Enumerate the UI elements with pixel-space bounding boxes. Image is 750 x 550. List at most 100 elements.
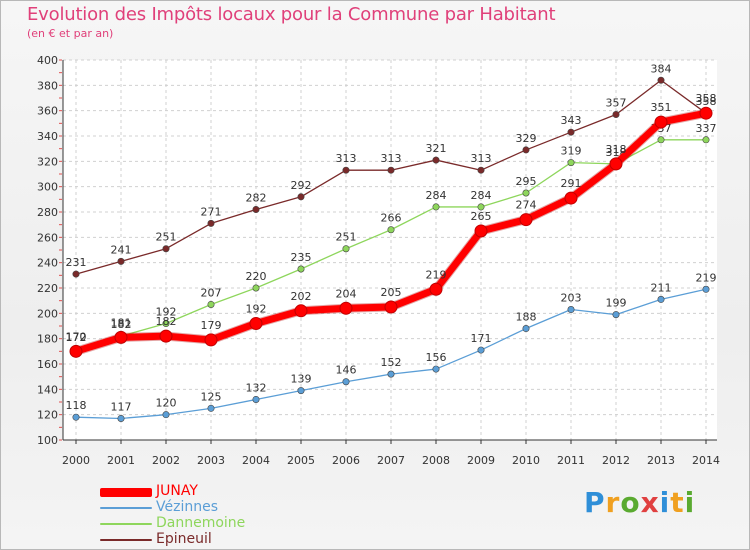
data-label-dannemoine: 319 bbox=[561, 145, 582, 158]
chart-title: Evolution des Impôts locaux pour la Comm… bbox=[27, 4, 556, 25]
data-label-vezinnes: 171 bbox=[471, 332, 492, 345]
x-tick-label: 2005 bbox=[287, 454, 315, 467]
series-point-vezinnes bbox=[252, 395, 260, 403]
data-label-epineuil: 251 bbox=[156, 231, 177, 244]
data-label-vezinnes: 152 bbox=[381, 356, 402, 369]
logo-letter: x bbox=[640, 486, 660, 519]
data-label-junay: 265 bbox=[471, 210, 492, 223]
data-label-vezinnes: 219 bbox=[696, 271, 717, 284]
series-point-vezinnes bbox=[342, 378, 350, 386]
data-label-epineuil: 384 bbox=[651, 62, 672, 75]
data-label-epineuil: 292 bbox=[291, 179, 312, 192]
series-point-epineuil bbox=[342, 166, 350, 174]
data-label-dannemoine: 172 bbox=[66, 331, 87, 344]
series-point-dannemoine bbox=[477, 203, 485, 211]
logo-letter: P bbox=[584, 486, 606, 519]
series-point-vezinnes bbox=[297, 387, 305, 395]
x-tick-label: 2006 bbox=[332, 454, 360, 467]
data-label-vezinnes: 188 bbox=[516, 311, 537, 324]
y-tick-label: 200 bbox=[37, 307, 58, 320]
series-point-dannemoine bbox=[432, 203, 440, 211]
y-tick-label: 280 bbox=[37, 206, 58, 219]
data-label-epineuil: 313 bbox=[471, 152, 492, 165]
y-tick-label: 220 bbox=[37, 282, 58, 295]
x-tick-label: 2011 bbox=[557, 454, 585, 467]
logo-letter: r bbox=[605, 486, 621, 519]
legend-label: Dannemoine bbox=[156, 515, 246, 531]
series-point-epineuil bbox=[522, 146, 530, 154]
x-tick-label: 2000 bbox=[62, 454, 90, 467]
data-label-dannemoine: 284 bbox=[426, 189, 447, 202]
x-tick-label: 2002 bbox=[152, 454, 180, 467]
data-label-junay: 170 bbox=[66, 330, 87, 343]
series-point-epineuil bbox=[207, 219, 215, 227]
data-label-vezinnes: 199 bbox=[606, 297, 627, 310]
data-label-dannemoine: 284 bbox=[471, 189, 492, 202]
data-label-dannemoine: 220 bbox=[246, 270, 267, 283]
data-label-vezinnes: 211 bbox=[651, 281, 672, 294]
data-label-vezinnes: 139 bbox=[291, 373, 312, 386]
series-point-epineuil bbox=[162, 245, 170, 253]
y-tick-label: 120 bbox=[37, 409, 58, 422]
y-tick-label: 360 bbox=[37, 105, 58, 118]
data-label-dannemoine: 192 bbox=[156, 305, 177, 318]
x-tick-label: 2009 bbox=[467, 454, 495, 467]
legend-label: JUNAY bbox=[156, 483, 198, 499]
data-label-vezinnes: 118 bbox=[66, 399, 87, 412]
legend-label: Vézinnes bbox=[156, 499, 218, 515]
series-point-epineuil bbox=[477, 166, 485, 174]
x-tick-label: 2003 bbox=[197, 454, 225, 467]
data-label-epineuil: 343 bbox=[561, 114, 582, 127]
series-point-vezinnes bbox=[387, 370, 395, 378]
y-tick-label: 300 bbox=[37, 181, 58, 194]
legend-swatch bbox=[100, 507, 152, 509]
series-point-junay bbox=[519, 213, 533, 227]
series-point-junay bbox=[654, 115, 668, 129]
series-point-epineuil bbox=[612, 110, 620, 118]
data-label-epineuil: 321 bbox=[426, 142, 447, 155]
y-tick-label: 100 bbox=[37, 434, 58, 447]
series-point-dannemoine bbox=[162, 319, 170, 327]
legend-swatch bbox=[100, 523, 152, 525]
x-tick-label: 2014 bbox=[692, 454, 720, 467]
data-label-epineuil: 329 bbox=[516, 132, 537, 145]
series-point-vezinnes bbox=[432, 365, 440, 373]
data-label-dannemoine: 235 bbox=[291, 251, 312, 264]
y-tick-label: 240 bbox=[37, 257, 58, 270]
series-point-dannemoine bbox=[387, 226, 395, 234]
y-tick-label: 340 bbox=[37, 130, 58, 143]
series-point-junay bbox=[114, 330, 128, 344]
data-label-vezinnes: 117 bbox=[111, 400, 132, 413]
logo-letter: i bbox=[659, 486, 671, 519]
y-tick-label: 400 bbox=[37, 54, 58, 67]
data-label-junay: 202 bbox=[291, 290, 312, 303]
series-point-junay bbox=[204, 333, 218, 347]
series-point-junay bbox=[474, 224, 488, 238]
data-label-vezinnes: 120 bbox=[156, 397, 177, 410]
data-label-dannemoine: 251 bbox=[336, 231, 357, 244]
series-point-junay bbox=[339, 301, 353, 315]
y-tick-label: 160 bbox=[37, 358, 58, 371]
series-point-vezinnes bbox=[72, 413, 80, 421]
x-tick-label: 2012 bbox=[602, 454, 630, 467]
data-label-dannemoine: 266 bbox=[381, 212, 402, 225]
series-point-vezinnes bbox=[657, 295, 665, 303]
series-point-junay bbox=[159, 329, 173, 343]
data-label-junay: 291 bbox=[561, 177, 582, 190]
proxiti-logo: Proxiti bbox=[584, 486, 695, 519]
y-tick-label: 380 bbox=[37, 79, 58, 92]
series-point-vezinnes bbox=[612, 311, 620, 319]
data-label-epineuil: 271 bbox=[201, 205, 222, 218]
series-point-dannemoine bbox=[252, 284, 260, 292]
series-point-junay bbox=[429, 282, 443, 296]
x-tick-label: 2004 bbox=[242, 454, 270, 467]
series-point-vezinnes bbox=[567, 306, 575, 314]
series-point-dannemoine bbox=[522, 189, 530, 197]
y-tick-label: 180 bbox=[37, 333, 58, 346]
series-point-vezinnes bbox=[702, 285, 710, 293]
series-point-dannemoine bbox=[207, 300, 215, 308]
y-tick-label: 140 bbox=[37, 383, 58, 396]
series-point-dannemoine bbox=[297, 265, 305, 273]
data-label-vezinnes: 146 bbox=[336, 364, 357, 377]
